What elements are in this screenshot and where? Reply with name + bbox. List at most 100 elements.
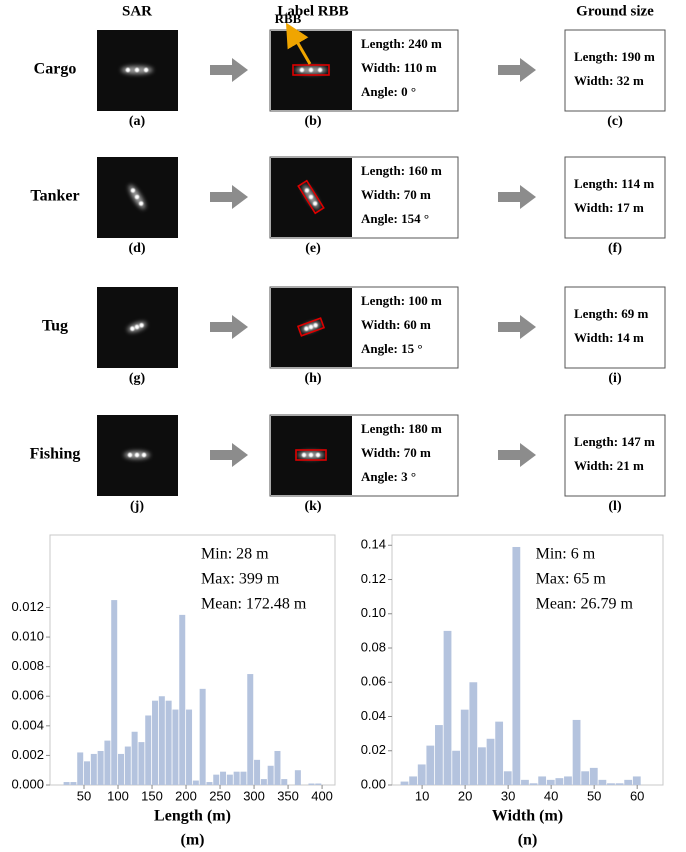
y-tick-label: 0.10 — [361, 605, 386, 620]
bar — [281, 779, 287, 785]
target-spot — [135, 68, 139, 72]
bar — [179, 615, 185, 785]
ground-box — [565, 415, 665, 496]
x-tick-label: 50 — [587, 788, 601, 803]
row-label: Tanker — [30, 188, 79, 205]
bar — [469, 682, 477, 785]
stat-text: Max: 399 m — [201, 571, 280, 588]
bar — [624, 780, 632, 785]
y-tick-label: 0.002 — [11, 747, 44, 762]
x-tick-label: 150 — [141, 788, 163, 803]
target-spot — [135, 453, 139, 457]
caption: (f) — [608, 241, 622, 256]
ground-line: Width: 21 m — [574, 458, 644, 473]
y-tick-label: 0.02 — [361, 742, 386, 757]
ground-line: Length: 69 m — [574, 306, 649, 321]
label-line: Angle: 3 ° — [361, 469, 416, 484]
ground-line: Width: 32 m — [574, 73, 644, 88]
caption: (h) — [304, 371, 321, 386]
bar — [495, 722, 503, 785]
bar — [172, 710, 178, 785]
y-tick-label: 0.06 — [361, 674, 386, 689]
stat-text: Min: 6 m — [536, 546, 596, 563]
bar — [77, 752, 83, 785]
bar — [104, 741, 110, 785]
caption: (a) — [129, 114, 146, 129]
label-line: Length: 240 m — [361, 36, 442, 51]
y-tick-label: 0.12 — [361, 571, 386, 586]
x-tick-label: 20 — [458, 788, 472, 803]
bar — [70, 782, 76, 785]
arrow — [498, 58, 536, 82]
label-line: Length: 160 m — [361, 163, 442, 178]
row-label: Fishing — [30, 446, 81, 463]
bar — [125, 747, 131, 785]
stat-text: Mean: 172.48 m — [201, 596, 307, 613]
x-tick-label: 50 — [77, 788, 91, 803]
label-line: Width: 60 m — [361, 317, 431, 332]
caption: (g) — [129, 371, 146, 386]
bar — [598, 780, 606, 785]
bar — [512, 547, 520, 785]
target-spot — [316, 453, 320, 457]
bar — [295, 770, 301, 785]
bar — [98, 751, 104, 785]
bar — [84, 761, 90, 785]
bar — [452, 751, 460, 785]
caption: (j) — [130, 499, 144, 514]
bar — [418, 764, 426, 785]
ground-line: Width: 14 m — [574, 330, 644, 345]
bar — [213, 775, 219, 785]
y-tick-label: 0.14 — [361, 537, 386, 552]
bar — [118, 754, 124, 785]
bar — [616, 783, 624, 785]
bar — [186, 710, 192, 785]
bar — [573, 720, 581, 785]
x-tick-label: 60 — [630, 788, 644, 803]
target — [124, 451, 150, 459]
bar — [555, 778, 563, 785]
arrow — [210, 315, 248, 339]
column-header: Ground size — [576, 3, 654, 19]
x-tick-label: 400 — [311, 788, 333, 803]
stat-text: Max: 65 m — [536, 571, 607, 588]
bar — [166, 701, 172, 785]
target-spot — [128, 453, 132, 457]
bar — [152, 701, 158, 785]
bar — [444, 631, 452, 785]
bar — [461, 710, 469, 785]
caption: (d) — [128, 241, 145, 256]
x-tick-label: 350 — [277, 788, 299, 803]
bar — [220, 772, 226, 785]
bar — [315, 784, 321, 785]
column-header: SAR — [122, 3, 152, 19]
target-spot — [144, 68, 148, 72]
bar — [200, 689, 206, 785]
x-axis-label: Width (m) — [492, 808, 563, 825]
bar — [633, 776, 641, 785]
bar — [91, 754, 97, 785]
bar — [206, 782, 212, 785]
bar — [590, 768, 598, 785]
bar — [487, 739, 495, 785]
y-tick-label: 0.010 — [11, 629, 44, 644]
label-line: Length: 180 m — [361, 421, 442, 436]
y-tick-label: 0.006 — [11, 688, 44, 703]
bar — [138, 742, 144, 785]
caption: (k) — [304, 499, 321, 514]
target-spot — [318, 68, 322, 72]
target — [121, 66, 153, 74]
y-tick-label: 0.008 — [11, 658, 44, 673]
caption: (n) — [518, 832, 538, 849]
caption: (e) — [305, 241, 321, 256]
bar — [227, 775, 233, 785]
bar — [145, 715, 151, 785]
ground-box — [565, 287, 665, 368]
arrow — [210, 58, 248, 82]
figure: SAR Label RBB Ground size Cargo(a)Length… — [0, 0, 686, 852]
x-axis-label: Length (m) — [154, 808, 231, 825]
x-tick-label: 200 — [175, 788, 197, 803]
x-tick-label: 100 — [107, 788, 129, 803]
bar — [401, 782, 409, 785]
bar — [581, 771, 589, 785]
